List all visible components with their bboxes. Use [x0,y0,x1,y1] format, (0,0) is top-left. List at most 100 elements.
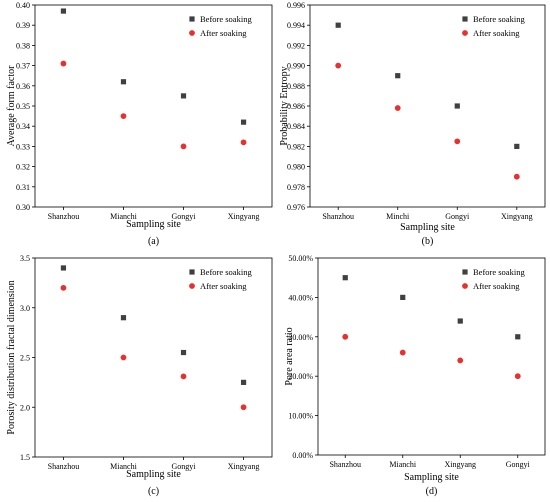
x-tick-label: Minchi [386,212,410,221]
y-tick-label: 0.986 [287,102,305,111]
data-point-after-soaking [60,284,67,291]
y-tick-label: 0.978 [287,183,305,192]
y-tick-label: 0.34 [16,122,30,131]
legend-marker-after-soaking [189,283,195,289]
y-tick-label: 3.0 [20,304,30,313]
panel-label: (c) [148,486,159,497]
x-tick-label: Gongyi [172,212,197,221]
data-point-after-soaking [240,139,247,146]
y-tick-label: 30.00% [288,333,313,342]
y-tick-label: 0.35 [16,102,30,111]
y-axis-title: Average form factor [6,65,17,147]
data-point-before-soaking [514,143,520,149]
plot-frame [317,257,546,456]
y-tick-label: 10.00% [288,412,313,421]
legend-label: After soaking [473,281,520,291]
y-tick-label: 0.31 [16,183,30,192]
legend-marker-before-soaking [462,16,468,22]
x-tick-label: Shanzhou [48,462,80,471]
x-tick-label: Xingyang [444,460,476,469]
legend-label: After soaking [473,28,520,38]
legend-label: Before soaking [473,14,525,24]
x-tick-label: Gongyi [445,212,470,221]
data-point-before-soaking [240,119,247,125]
y-tick-label: 0.994 [287,21,305,30]
data-point-after-soaking [180,373,187,380]
x-tick-label: Shanzhou [329,460,361,469]
y-axis-title: Pore area ratio [284,327,295,385]
data-point-before-soaking [395,73,401,79]
y-axis-title: Porosity distribution fractal dimension [6,280,17,434]
data-point-after-soaking [399,349,406,356]
x-tick-label: Xingyang [501,212,533,221]
legend-label: Before soaking [200,14,252,24]
x-tick-label: Xingyang [228,462,260,471]
y-tick-label: 0.33 [16,142,30,151]
data-point-before-soaking [515,334,521,340]
data-point-before-soaking [457,318,463,324]
panel-label: (b) [422,236,434,247]
y-tick-label: 0.990 [287,62,305,71]
y-tick-label: 0.38 [16,41,30,50]
data-point-before-soaking [342,275,348,281]
x-axis-title: Sampling site [126,469,181,480]
data-point-after-soaking [120,113,127,119]
x-axis-title: Sampling site [126,219,181,230]
y-tick-label: 20.00% [288,372,313,381]
data-point-after-soaking [454,138,461,145]
x-tick-label: Gongyi [506,460,531,469]
data-point-before-soaking [400,294,406,300]
x-tick-label: Mianchi [110,462,137,471]
data-point-after-soaking [180,143,187,150]
y-tick-label: 0.982 [287,142,305,151]
data-point-after-soaking [120,354,127,361]
y-tick-label: 2.0 [20,403,30,412]
y-tick-label: 0.992 [287,41,305,50]
y-tick-label: 40.00% [288,293,313,302]
y-tick-label: 0.984 [287,122,305,131]
data-point-after-soaking [342,333,349,340]
y-tick-label: 0.37 [16,62,30,71]
y-tick-label: 0.980 [287,163,305,172]
data-point-before-soaking [180,349,187,356]
panel-label: (a) [148,236,159,247]
legend-marker-before-soaking [462,269,468,275]
y-tick-label: 0.40 [16,1,30,10]
data-point-before-soaking [120,79,127,85]
legend-marker-after-soaking [462,283,468,289]
legend-label: Before soaking [473,267,525,277]
data-point-after-soaking [394,105,401,111]
y-tick-label: 0.30 [16,203,30,212]
data-point-after-soaking [457,357,464,364]
data-point-before-soaking [180,93,187,99]
data-point-after-soaking [335,62,342,69]
data-point-after-soaking [240,404,247,411]
y-tick-label: 1.5 [20,453,30,462]
x-axis-title: Sampling site [400,222,455,233]
data-point-before-soaking [335,22,341,28]
y-tick-label: 0.00% [292,451,313,460]
legend-marker-before-soaking [189,16,195,22]
x-tick-label: Xingyang [228,212,260,221]
legend-label: After soaking [200,28,247,38]
legend-label: Before soaking [200,267,252,277]
legend-marker-after-soaking [189,30,195,36]
legend-marker-before-soaking [189,269,195,275]
panel-label: (d) [426,486,438,497]
data-point-after-soaking [60,60,67,67]
y-tick-label: 0.988 [287,82,305,91]
y-tick-label: 0.39 [16,21,30,30]
y-tick-label: 2.5 [20,354,30,363]
data-point-before-soaking [60,265,67,271]
y-tick-label: 0.996 [287,1,305,10]
y-tick-label: 0.36 [16,82,30,91]
data-point-before-soaking [60,8,67,14]
y-tick-label: 0.32 [16,163,30,172]
data-point-after-soaking [513,173,520,180]
y-tick-label: 0.976 [287,203,305,212]
legend-label: After soaking [200,281,247,291]
x-tick-label: Shanzhou [322,212,354,221]
y-tick-label: 3.5 [20,254,30,263]
data-point-before-soaking [454,103,460,109]
